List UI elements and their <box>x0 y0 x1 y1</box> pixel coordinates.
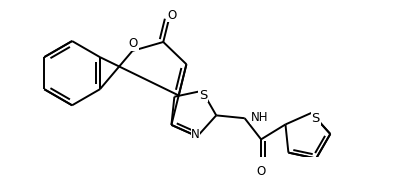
Text: NH: NH <box>251 111 268 124</box>
Text: S: S <box>312 112 320 125</box>
Text: O: O <box>167 9 177 21</box>
Text: O: O <box>129 37 138 50</box>
Text: N: N <box>191 128 200 141</box>
Text: S: S <box>199 89 207 102</box>
Text: O: O <box>256 165 266 176</box>
